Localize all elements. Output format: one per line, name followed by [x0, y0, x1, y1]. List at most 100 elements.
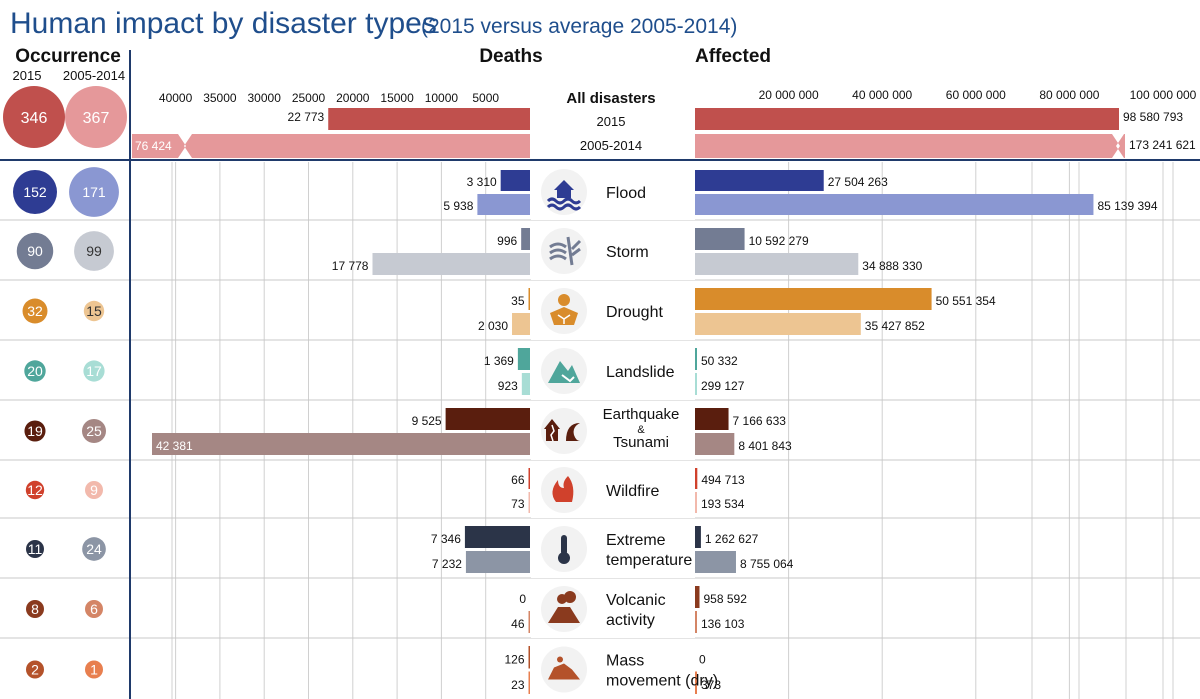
deaths-avg-bar: [528, 611, 530, 633]
wave-shape: [546, 197, 582, 205]
category-label: Mass: [606, 653, 644, 670]
occurrence-2015-value: 12: [27, 482, 43, 498]
affected-2015-bar: [695, 586, 700, 608]
occurrence-avg-value: 17: [86, 363, 102, 379]
affected-avg-label: 8 401 843: [738, 439, 792, 453]
category-label: Drought: [606, 304, 663, 321]
occurrence-2015-circle: [13, 170, 57, 214]
deaths-avg-label: 23: [511, 678, 525, 692]
affected-2015-label: 27 504 263: [828, 175, 888, 189]
affected-avg-label: 136 103: [701, 617, 745, 631]
deaths-tick-label: 35000: [203, 91, 237, 105]
disaster-row: 11 24 7 346 7 232 1 262 627 8 755 064 Extreme t…: [26, 519, 794, 578]
flood-icon: [546, 180, 582, 211]
deaths-avg-label: 5 938: [443, 199, 473, 213]
affected-2015-label: 10 592 279: [749, 234, 809, 248]
smoke-puff: [564, 591, 576, 603]
deaths-tick-label: 15000: [380, 91, 414, 105]
wildfire-icon: [552, 476, 574, 502]
disaster-row: 12 9 66 73 494 713 193 534 Wildfire: [25, 461, 745, 518]
thermometer-bulb: [558, 552, 570, 564]
chart-title: Human impact by disaster types: [10, 7, 437, 40]
occurrence-avg-circle: [65, 86, 127, 148]
affected-tick-label: 20 000 000: [759, 88, 819, 102]
disaster-row: 152 171 3 310 5 938 27 504 263 85 139 394 Floo…: [13, 163, 1158, 220]
affected-header: Affected: [695, 46, 771, 67]
occurrence-avg-circle: [85, 481, 103, 499]
affected-2015-label: 50 332: [701, 354, 738, 368]
occurrence-2015-value: 2: [31, 662, 39, 678]
category-label: temperature: [606, 552, 692, 569]
deaths-2015-label: 66: [511, 473, 525, 487]
occurrence-avg-value: 171: [82, 184, 106, 200]
affected-avg-bar: [695, 313, 861, 335]
occurrence-2015-circle: [26, 660, 44, 679]
deaths-avg-bar: [152, 433, 530, 455]
deaths-2015-bar: [521, 228, 530, 250]
all-disasters-year-avg: 2005-2014: [580, 138, 642, 153]
deaths-avg-bar: [528, 492, 530, 513]
deaths-avg-bar: [477, 194, 530, 215]
occurrence-2015-value: 20: [27, 363, 43, 379]
deaths-tick-label: 5000: [472, 91, 499, 105]
affected-avg-label: 8 755 064: [740, 557, 794, 571]
storm-icon: [549, 236, 582, 266]
all-disasters-year-2015: 2015: [597, 114, 626, 129]
deaths-2015-bar: [517, 348, 530, 370]
affected-2015-bar: [695, 228, 745, 250]
occurrence-2015-value: 152: [23, 184, 47, 200]
affected-avg-bar: [695, 433, 735, 455]
affected-2015-bar: [695, 170, 824, 191]
affected-avg-label: 299 127: [701, 379, 745, 393]
occurrence-avg-circle: [69, 167, 119, 217]
affected-tick-label: 80 000 000: [1039, 88, 1099, 102]
rocks-shape: [548, 663, 580, 680]
disaster-row: 19 25 9 525 42 381 7 166 633 8 401 843 Earthqu…: [24, 401, 792, 460]
disaster-row: 32 15 352 030 50 551 354 35 427 852 Drought: [22, 281, 996, 340]
deaths-2015-label: 126: [504, 653, 524, 667]
thermometer-stem: [561, 535, 567, 555]
deaths-2015-bar: [464, 526, 530, 548]
occurrence-avg-value: 367: [83, 110, 110, 127]
deaths-avg-label: 923: [498, 379, 518, 393]
occurrence-header: Occurrence: [15, 46, 121, 67]
deaths-tick-label: 30000: [248, 91, 282, 105]
house-shape: [544, 419, 560, 441]
affected-avg-bar: [695, 611, 697, 633]
category-label: &: [637, 424, 645, 436]
affected-tick-label: 100 000 000: [1130, 88, 1197, 102]
occurrence-2015-value: 8: [31, 601, 39, 617]
affected-avg-label: 173 241 621: [1129, 138, 1196, 152]
deaths-tick-label: 10000: [425, 91, 459, 105]
deaths-avg-bar: [465, 551, 530, 573]
deaths-avg-label: 46: [511, 617, 525, 631]
occurrence-avg-circle: [85, 600, 103, 618]
occurrence-2015-circle: [26, 600, 44, 618]
category-label: movement (dry): [606, 673, 718, 690]
occurrence-2015-circle: [25, 480, 45, 500]
deaths-2015-label: 7 346: [431, 532, 461, 546]
deaths-avg-bar: [372, 253, 530, 275]
crack-line: [550, 424, 555, 442]
affected-2015-label: 958 592: [703, 592, 747, 606]
occurrence-avg-value: 15: [86, 303, 102, 319]
affected-2015-bar: [695, 288, 932, 310]
occurrence-2015-circle: [24, 420, 46, 442]
category-label: Wildfire: [606, 483, 659, 500]
deaths-2015-bar: [528, 468, 530, 489]
affected-avg-label: 373: [701, 678, 721, 692]
affected-2015-bar: [695, 348, 697, 370]
affected-2015-label: 0: [699, 653, 706, 667]
volcano-icon: [548, 591, 580, 623]
category-label: Tsunami: [613, 434, 669, 451]
all-disasters-panel: [531, 84, 695, 160]
deaths-2015-bar: [328, 108, 530, 130]
deaths-2015-label: 0: [519, 592, 526, 606]
thermometer-icon: [558, 535, 570, 564]
deaths-2015-bar: [445, 408, 530, 430]
affected-2015-label: 98 580 793: [1123, 110, 1183, 124]
affected-tick-label: 40 000 000: [852, 88, 912, 102]
affected-avg-label: 193 534: [701, 497, 745, 511]
affected-avg-bar: [695, 551, 736, 573]
disaster-row: 8 6 0 46 958 592 136 103 Volcanic activity: [26, 579, 747, 638]
